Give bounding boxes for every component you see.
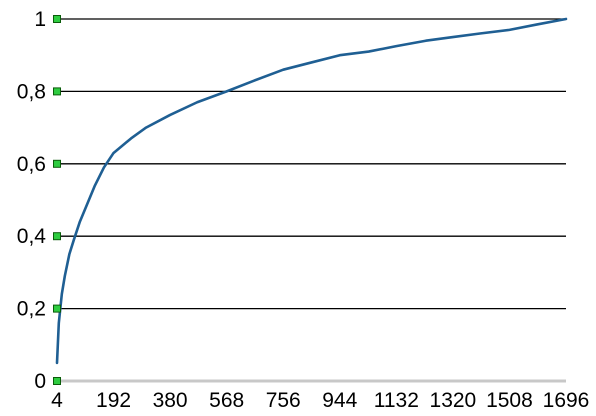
x-tick-label: 1696 <box>543 389 590 412</box>
y-tick-label: 0 <box>34 370 46 393</box>
series-group <box>55 17 568 365</box>
gridlines <box>57 18 566 310</box>
y-tick-marker <box>53 377 61 385</box>
x-tick-label: 1320 <box>430 389 477 412</box>
x-tick-label: 380 <box>153 389 188 412</box>
y-tick-label: 0,8 <box>17 80 46 103</box>
y-tick-label: 0,2 <box>17 298 46 321</box>
y-tick-label: 0,4 <box>17 225 47 248</box>
y-tick-markers <box>53 15 61 385</box>
y-tick-marker <box>53 232 61 241</box>
x-tick-labels: 4 192 380 568 756 944 1132 1320 1508 1696 <box>51 389 589 412</box>
y-tick-marker <box>53 87 61 96</box>
x-tick-label: 568 <box>209 389 244 412</box>
y-tick-labels: 0 0,2 0,4 0,6 0,8 1 <box>17 8 47 393</box>
x-tick-label: 1508 <box>486 389 533 412</box>
x-tick-label: 944 <box>322 389 357 412</box>
x-tick-label: 192 <box>96 389 131 412</box>
series-line <box>55 17 568 365</box>
y-tick-marker <box>53 15 61 23</box>
y-tick-label: 1 <box>34 8 46 31</box>
x-tick-label: 756 <box>266 389 301 412</box>
y-tick-label: 0,6 <box>17 153 46 176</box>
x-tick-label: 1132 <box>374 389 419 412</box>
y-tick-marker <box>53 159 61 168</box>
y-tick-marker <box>53 304 61 313</box>
x-tick-label: 4 <box>51 389 63 412</box>
